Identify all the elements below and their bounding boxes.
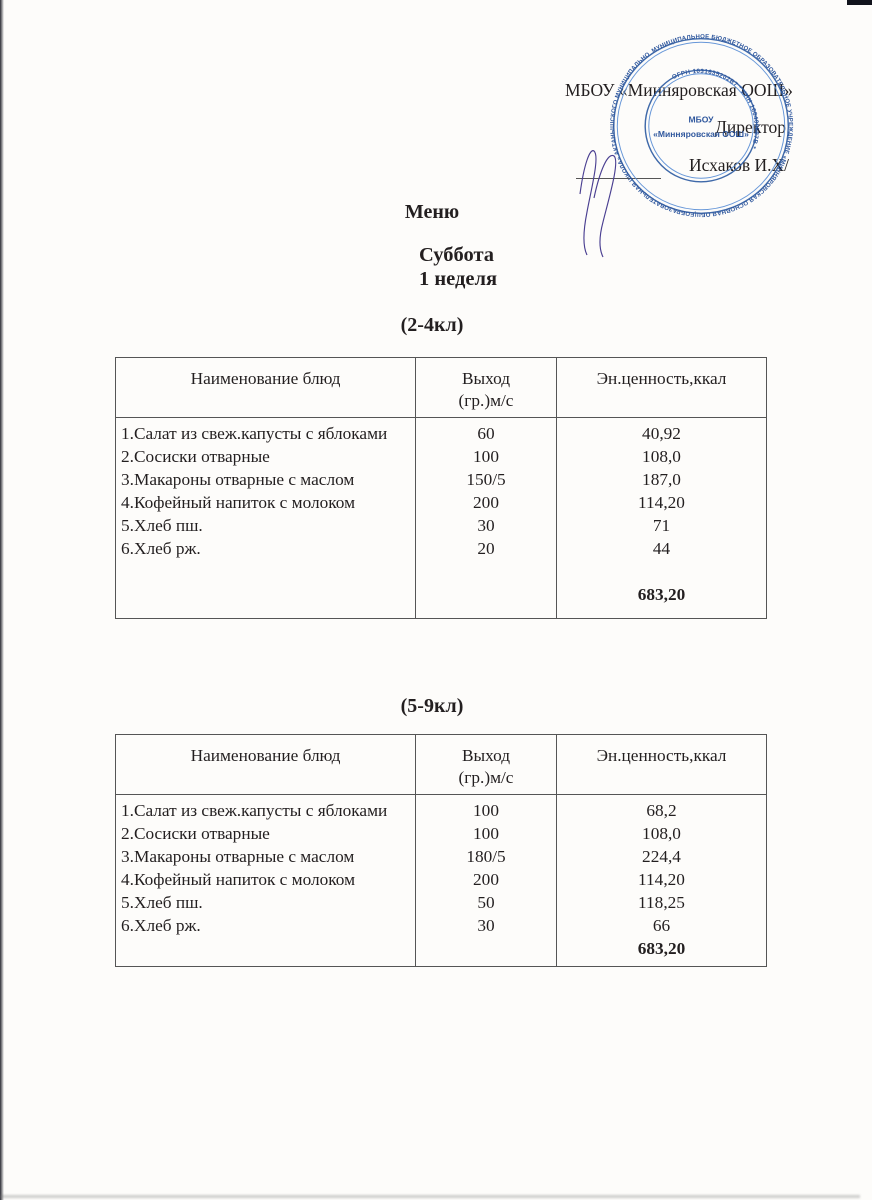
- svg-text:МБОУ: МБОУ: [688, 114, 714, 124]
